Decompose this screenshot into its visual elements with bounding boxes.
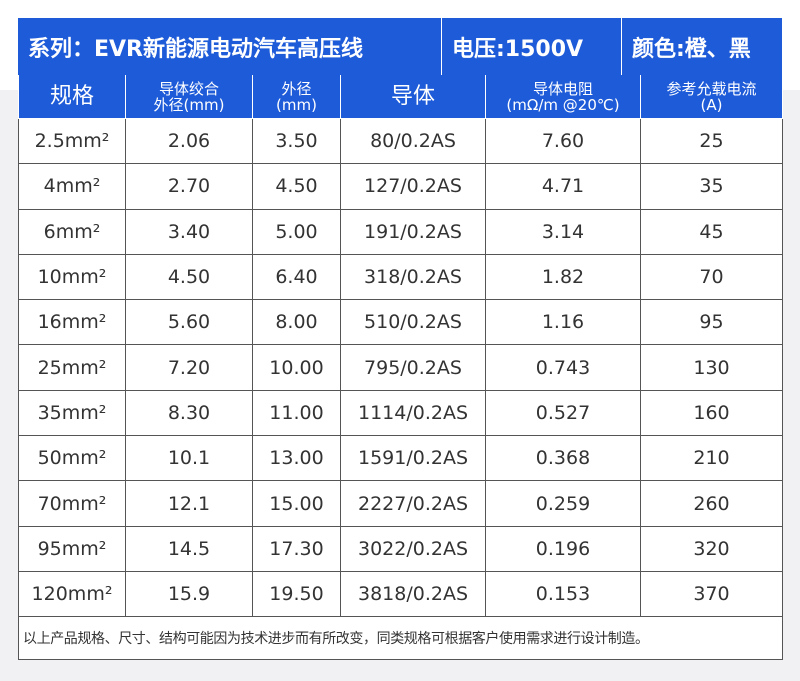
table-row: 95mm² 14.5 17.30 3022/0.2AS 0.196 320: [18, 525, 783, 572]
table-row: 10mm² 4.50 6.40 318/0.2AS 1.82 70: [18, 253, 783, 301]
table-cell: 0.153: [485, 570, 641, 618]
footnote: 以上产品规格、尺寸、结构可能因为技术进步而有所改变，同类规格可根据客户使用需求进…: [18, 616, 783, 661]
series-title: 系列：EVR新能源电动汽车高压线: [18, 18, 442, 75]
table-cell: 3.40: [125, 208, 253, 255]
table-cell: 13.00: [252, 435, 341, 482]
table-cell: 370: [640, 570, 783, 618]
table-cell: 130: [640, 344, 783, 391]
spec-table: 规格 导体绞合 外径(mm) 外径 (mm) 导体 导体电阻 (mΩ/m @20℃) 参考…: [18, 75, 783, 661]
table-cell: 25: [640, 117, 783, 165]
column-header: 导体绞合 外径(mm): [125, 75, 253, 119]
table-cell: 160: [640, 389, 783, 437]
table-cell: 70mm²: [18, 480, 126, 527]
voltage: 电压:1500V: [442, 18, 622, 75]
table-cell: 8.00: [252, 299, 341, 346]
table-row: 25mm² 7.20 10.00 795/0.2AS 0.743 130: [18, 344, 783, 391]
table-row: 6mm² 3.40 5.00 191/0.2AS 3.14 45: [18, 208, 783, 255]
table-cell: 35: [640, 163, 783, 210]
table-cell: 11.00: [252, 389, 341, 437]
table-cell: 0.259: [485, 480, 641, 527]
column-header: 导体电阻 (mΩ/m @20℃): [485, 75, 641, 119]
table-cell: 0.196: [485, 525, 641, 572]
table-row: 35mm² 8.30 11.00 1114/0.2AS 0.527 160: [18, 389, 783, 437]
table-cell: 0.743: [485, 344, 641, 391]
table-cell: 4mm²: [18, 163, 126, 210]
title-bar: 系列：EVR新能源电动汽车高压线 电压:1500V 颜色:橙、黑: [18, 18, 782, 75]
table-cell: 14.5: [125, 525, 253, 572]
table-cell: 2227/0.2AS: [340, 480, 486, 527]
table-cell: 1.16: [485, 299, 641, 346]
table-cell: 2.70: [125, 163, 253, 210]
table-cell: 80/0.2AS: [340, 117, 486, 165]
table-cell: 17.30: [252, 525, 341, 572]
table-cell: 6.40: [252, 253, 341, 301]
table-cell: 7.60: [485, 117, 641, 165]
footnote-row: 以上产品规格、尺寸、结构可能因为技术进步而有所改变，同类规格可根据客户使用需求进…: [18, 616, 783, 661]
table-row: 2.5mm² 2.06 3.50 80/0.2AS 7.60 25: [18, 117, 783, 165]
table-cell: 15.9: [125, 570, 253, 618]
table-cell: 12.1: [125, 480, 253, 527]
table-cell: 0.368: [485, 435, 641, 482]
table-row: 16mm² 5.60 8.00 510/0.2AS 1.16 95: [18, 299, 783, 346]
table-cell: 8.30: [125, 389, 253, 437]
table-cell: 191/0.2AS: [340, 208, 486, 255]
table-cell: 127/0.2AS: [340, 163, 486, 210]
table-cell: 1591/0.2AS: [340, 435, 486, 482]
column-header: 参考允载电流 (A): [640, 75, 783, 119]
table-cell: 3022/0.2AS: [340, 525, 486, 572]
color-info: 颜色:橙、黑: [632, 36, 751, 62]
table-cell: 1114/0.2AS: [340, 389, 486, 437]
table-cell: 95: [640, 299, 783, 346]
table-cell: 3818/0.2AS: [340, 570, 486, 618]
column-header: 导体: [340, 75, 486, 119]
table-cell: 19.50: [252, 570, 341, 618]
table-cell: 2.06: [125, 117, 253, 165]
table-cell: 50mm²: [18, 435, 126, 482]
table-row: 70mm² 12.1 15.00 2227/0.2AS 0.259 260: [18, 480, 783, 527]
table-cell: 3.50: [252, 117, 341, 165]
table-cell: 4.71: [485, 163, 641, 210]
table-cell: 7.20: [125, 344, 253, 391]
column-header: 规格: [18, 75, 126, 119]
table-cell: 6mm²: [18, 208, 126, 255]
table-cell: 16mm²: [18, 299, 126, 346]
table-cell: 510/0.2AS: [340, 299, 486, 346]
table-row: 50mm² 10.1 13.00 1591/0.2AS 0.368 210: [18, 435, 783, 482]
table-row: 4mm² 2.70 4.50 127/0.2AS 4.71 35: [18, 163, 783, 210]
table-row: 120mm² 15.9 19.50 3818/0.2AS 0.153 370: [18, 570, 783, 618]
header-row: 规格 导体绞合 外径(mm) 外径 (mm) 导体 导体电阻 (mΩ/m @20℃) 参考…: [18, 75, 783, 119]
table-cell: 120mm²: [18, 570, 126, 618]
table-cell: 95mm²: [18, 525, 126, 572]
table-cell: 2.5mm²: [18, 117, 126, 165]
table-cell: 210: [640, 435, 783, 482]
table-cell: 3.14: [485, 208, 641, 255]
table-cell: 4.50: [252, 163, 341, 210]
table-cell: 10mm²: [18, 253, 126, 301]
table-cell: 4.50: [125, 253, 253, 301]
table-cell: 70: [640, 253, 783, 301]
table-cell: 10.00: [252, 344, 341, 391]
table-cell: 5.00: [252, 208, 341, 255]
table-cell: 15.00: [252, 480, 341, 527]
table-cell: 5.60: [125, 299, 253, 346]
table-cell: 1.82: [485, 253, 641, 301]
table-cell: 25mm²: [18, 344, 126, 391]
table-cell: 318/0.2AS: [340, 253, 486, 301]
table-cell: 320: [640, 525, 783, 572]
table-cell: 10.1: [125, 435, 253, 482]
table-cell: 35mm²: [18, 389, 126, 437]
table-cell: 260: [640, 480, 783, 527]
table-cell: 45: [640, 208, 783, 255]
table-cell: 0.527: [485, 389, 641, 437]
column-header: 外径 (mm): [252, 75, 341, 119]
table-cell: 795/0.2AS: [340, 344, 486, 391]
